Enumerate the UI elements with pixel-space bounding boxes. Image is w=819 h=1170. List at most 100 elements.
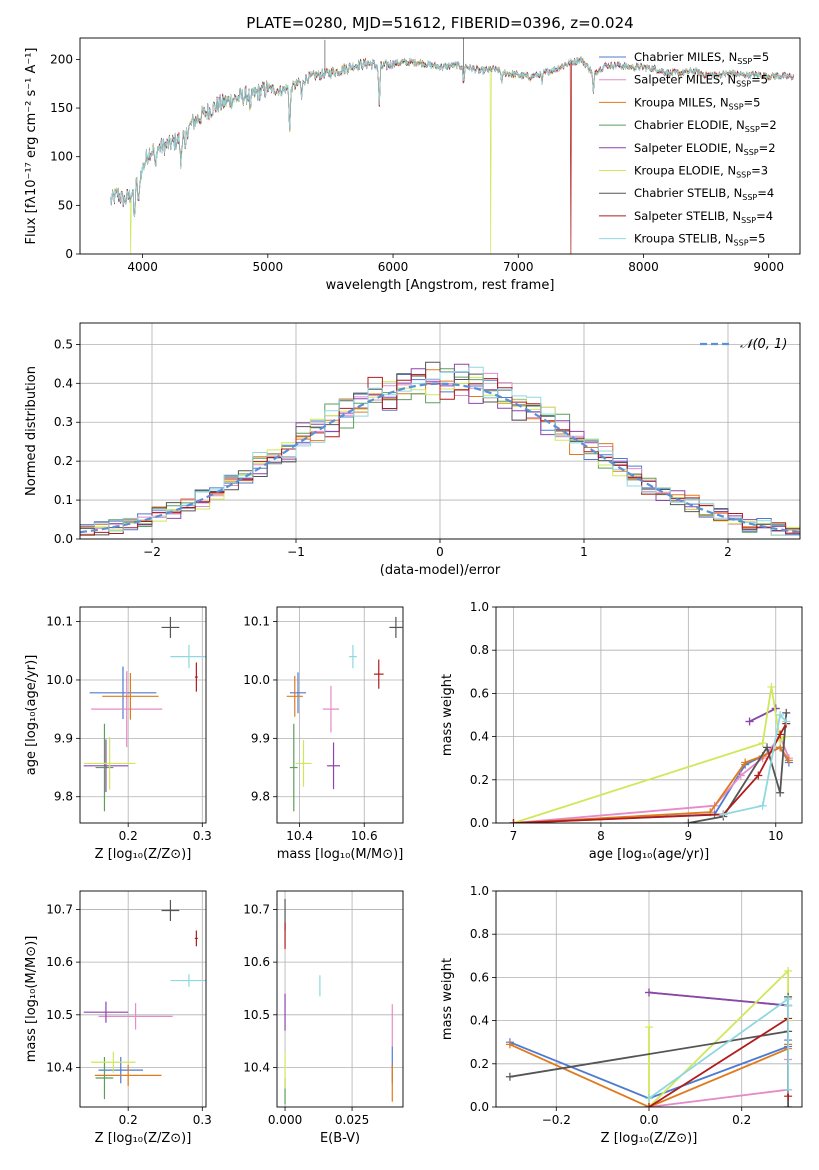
spectrum-axes: 4000 5000 6000 7000 8000 9000 0 50 100 150 200 wave…: [24, 48, 784, 294]
y-tick-label: 0.2: [54, 454, 73, 468]
mass_vs_Z-axes: 0.2 0.3 10.4 10.5 10.6 10.7 Z [log₁₀(Z/Z⊙)] mas…: [24, 891, 212, 1146]
y-tick-label: 0.0: [470, 816, 489, 830]
errorbar-point: [91, 1051, 136, 1073]
spectrum-frame: [79, 37, 801, 255]
y-tick-label: 0.0: [54, 532, 73, 546]
errorbar-point: [95, 723, 114, 812]
errorbar-point: [94, 1064, 162, 1086]
age_vs_mass-axes: 10.4 10.6 9.8 9.9 10.0 10.1 mass [log₁₀(M/M⊙)]: [243, 607, 403, 862]
series-line-4: [648, 991, 789, 1007]
errorbar-point: [349, 644, 357, 669]
series-marker: [745, 717, 754, 726]
y-tick-label: 10.1: [243, 615, 270, 629]
spectrum-lines: [110, 38, 795, 254]
y-tick-label: 1.0: [470, 600, 489, 614]
y-axis-label: Normed distribution: [24, 366, 39, 496]
histogram-step-7: [80, 374, 800, 536]
x-tick-label: 10: [768, 829, 783, 843]
x-tick-label: −2: [143, 545, 161, 559]
mass_vs_ebv-points: [284, 898, 393, 1105]
errorbar-point: [322, 685, 340, 733]
legend-label: Kroupa STELIB, NSSP=5: [634, 232, 765, 248]
weight_vs_age-series: [509, 682, 793, 823]
x-tick-label: 9000: [753, 260, 784, 274]
spectrum-line-7: [110, 57, 795, 254]
errorbar-point: [91, 671, 163, 748]
series-line-7: [648, 1016, 789, 1107]
y-tick-label: 10.4: [243, 1060, 270, 1074]
y-tick-label: 0.8: [470, 927, 489, 941]
errorbar-point: [194, 930, 198, 947]
series-line-5: [513, 686, 786, 823]
legend-label: Chabrier STELIB, NSSP=4: [634, 186, 774, 202]
series-marker: [782, 717, 791, 726]
series-marker: [776, 711, 785, 719]
normal-reference-curve: [80, 382, 800, 534]
weight_vs_age-axes: 7 8 9 10 0.0 0.2 0.4 0.6 0.8 1.0 age [log₁₀(age/yr…: [440, 600, 802, 862]
series-marker: [741, 758, 750, 767]
series-marker: [782, 708, 791, 717]
x-tick-label: 0.025: [335, 1113, 369, 1127]
x-tick-label: 10.4: [286, 829, 313, 843]
x-tick-label: 0.3: [193, 1113, 212, 1127]
series-marker: [784, 1085, 793, 1094]
series-marker: [505, 1072, 514, 1081]
y-tick-label: 0: [65, 247, 73, 261]
y-tick-label: 0.6: [470, 686, 489, 700]
errorbar-point: [286, 675, 303, 717]
spectrum-line-5: [110, 57, 794, 254]
legend-label: Chabrier ELODIE, NSSP=2: [634, 118, 777, 134]
x-tick-label: 0.000: [268, 1113, 302, 1127]
x-tick-label: −0.2: [542, 1113, 571, 1127]
age_vs_Z-axes: 0.2 0.3 9.8 9.9 10.0 10.1 Z [log₁₀(Z/Z⊙)] age […: [24, 607, 212, 862]
x-axis-label: Z [log₁₀(Z/Z⊙)]: [95, 1131, 192, 1146]
spectrum-line-8: [110, 57, 795, 217]
series-marker: [736, 771, 745, 780]
series-marker: [719, 810, 728, 819]
y-tick-label: 50: [58, 198, 73, 212]
series-marker: [758, 739, 767, 748]
series-marker: [645, 988, 653, 997]
y-tick-label: 9.9: [54, 731, 73, 745]
y-tick-label: 9.8: [54, 790, 73, 804]
x-tick-label: 6000: [378, 260, 409, 274]
errorbar-point: [83, 737, 136, 790]
y-tick-label: 100: [50, 150, 73, 164]
y-tick-label: 0.2: [470, 1057, 489, 1071]
series-line-8: [648, 997, 789, 1100]
errorbar-point: [98, 1003, 173, 1030]
x-tick-label: 0.2: [119, 1113, 138, 1127]
errorbar-point: [289, 723, 298, 812]
x-axis-label: (data-model)/error: [380, 563, 501, 578]
y-tick-label: 9.9: [251, 731, 270, 745]
y-tick-label: 0.1: [54, 493, 73, 507]
mass_vs_ebv-axes: 0.000 0.025 10.4 10.5 10.6 10.7 E(B-V): [243, 891, 403, 1146]
errorbar-point: [161, 616, 180, 638]
errorbar-point: [161, 899, 180, 922]
series-marker: [784, 966, 793, 975]
y-tick-label: 10.1: [46, 615, 73, 629]
series-marker: [754, 771, 763, 780]
x-tick-label: −1: [287, 545, 305, 559]
series-line-7: [513, 723, 788, 823]
series-marker: [645, 1094, 653, 1103]
x-tick-label: 10.6: [351, 829, 378, 843]
x-tick-label: 0: [436, 545, 444, 559]
legend-label: Kroupa ELODIE, NSSP=3: [634, 164, 768, 180]
histogram-steps: [80, 361, 800, 536]
x-axis-label: wavelength [Angstrom, rest frame]: [326, 278, 555, 293]
histogram-frame: [79, 322, 801, 540]
y-tick-label: 10.5: [46, 1008, 73, 1022]
errorbar-point: [373, 659, 384, 689]
y-tick-label: 0.6: [470, 970, 489, 984]
y-tick-label: 0.8: [470, 643, 489, 657]
y-axis-label: age [log₁₀(age/yr)]: [24, 655, 39, 776]
mass_vs_ebv-frame: [276, 890, 404, 1108]
y-tick-label: 10.7: [46, 902, 73, 916]
y-tick-label: 0.2: [470, 773, 489, 787]
legend-label: Salpeter MILES, NSSP=5: [634, 73, 768, 89]
y-tick-label: 10.6: [243, 955, 270, 969]
mass_vs_Z-points: [83, 899, 206, 1100]
histogram-step-8: [80, 366, 800, 536]
series-marker: [784, 1103, 793, 1107]
